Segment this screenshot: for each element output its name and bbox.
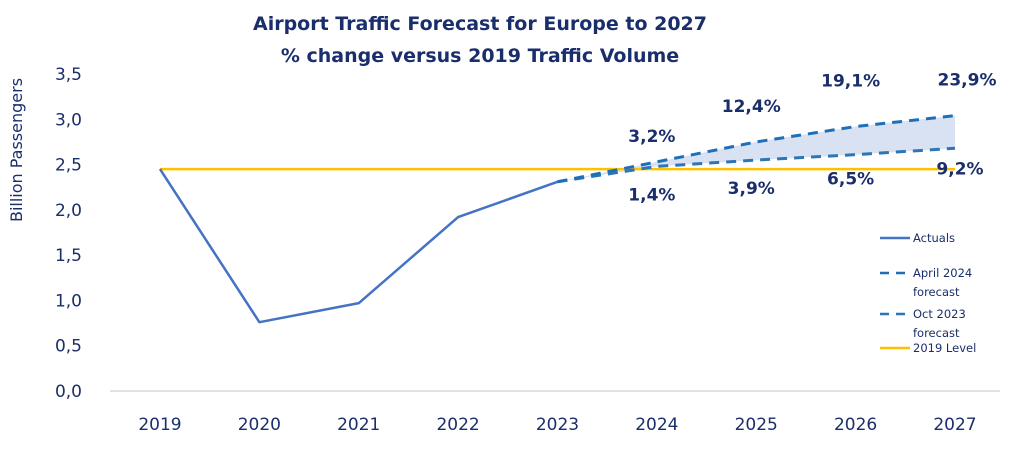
- forecast-band-layer: [557, 115, 955, 182]
- data-label-oct-2023: 3,9%: [728, 179, 775, 199]
- data-label-april-2024: 19,1%: [821, 72, 880, 92]
- chart-subtitle: % change versus 2019 Traffic Volume: [281, 45, 679, 67]
- forecast-range-band: [557, 115, 955, 182]
- x-axis-ticks: 2019 2020 2021 2022 2023 2024 2025 2026 2027: [138, 415, 976, 435]
- x-tick-label: 2023: [536, 415, 579, 435]
- y-axis-ticks: 0,0 0,5 1,0 1,5 2,0 2,5 3,0 3,5: [55, 65, 82, 402]
- data-label-april-2024: 3,2%: [628, 127, 675, 147]
- legend-item: 2019 Level: [880, 341, 976, 355]
- legend-label: forecast: [913, 326, 960, 340]
- x-tick-label: 2021: [337, 415, 380, 435]
- legend-item: Actuals: [880, 231, 955, 245]
- x-tick-label: 2025: [735, 415, 778, 435]
- x-tick-label: 2022: [436, 415, 479, 435]
- y-tick-label: 2,0: [55, 201, 82, 221]
- legend-item: Oct 2023 forecast: [880, 307, 966, 340]
- series-line-actuals: [158, 168, 558, 324]
- y-tick-label: 3,5: [55, 65, 82, 85]
- legend-label: 2019 Level: [913, 341, 976, 355]
- data-label-april-2024: 12,4%: [722, 97, 781, 117]
- y-tick-label: 1,0: [55, 291, 82, 311]
- x-tick-label: 2027: [933, 415, 976, 435]
- y-axis-label: Billion Passengers: [7, 78, 26, 222]
- legend-item: April 2024 forecast: [880, 266, 972, 299]
- data-label-oct-2023: 6,5%: [827, 170, 874, 190]
- x-tick-label: 2020: [238, 415, 281, 435]
- series-line-oct-2023-forecast: [557, 146, 956, 184]
- legend: Actuals April 2024 forecast Oct 2023 forecas…: [880, 231, 976, 355]
- series-layer: [158, 114, 956, 324]
- x-tick-label: 2026: [834, 415, 877, 435]
- legend-label: Oct 2023: [913, 307, 966, 321]
- y-tick-label: 1,5: [55, 246, 82, 266]
- y-tick-label: 2,5: [55, 156, 82, 176]
- legend-label: April 2024: [913, 266, 972, 280]
- legend-label: forecast: [913, 285, 960, 299]
- y-tick-label: 0,0: [55, 382, 82, 402]
- y-tick-label: 3,0: [55, 110, 82, 130]
- data-label-oct-2023: 9,2%: [936, 159, 983, 179]
- x-tick-label: 2019: [138, 415, 181, 435]
- data-label-april-2024: 23,9%: [938, 71, 997, 91]
- y-tick-label: 0,5: [55, 337, 82, 357]
- chart-title: Airport Traffic Forecast for Europe to 2…: [253, 13, 707, 35]
- x-tick-label: 2024: [635, 415, 678, 435]
- data-labels-layer: 3,2% 12,4% 19,1% 23,9% 1,4% 3,9% 6,5% 9,2%: [628, 71, 996, 206]
- legend-label: Actuals: [913, 231, 955, 245]
- data-label-oct-2023: 1,4%: [628, 185, 675, 205]
